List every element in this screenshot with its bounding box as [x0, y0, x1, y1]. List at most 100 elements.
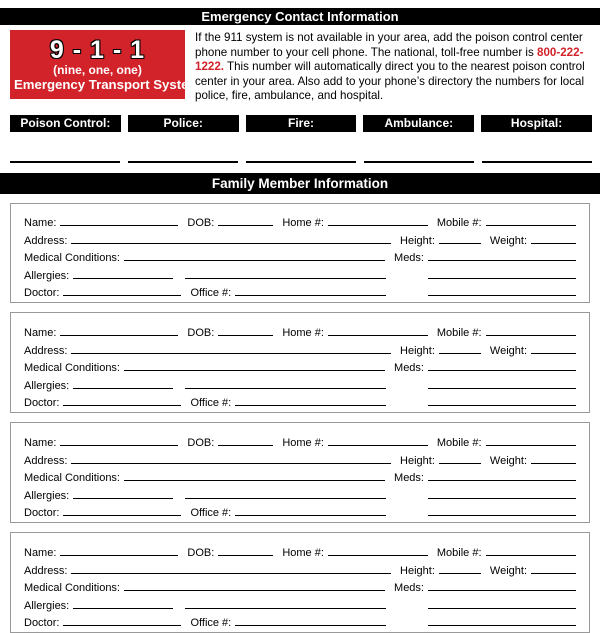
meds-extra-blank-line-1: [428, 608, 576, 609]
name-label: Name:: [24, 327, 60, 339]
meds-label: Meds:: [394, 362, 428, 374]
office-phone-blank-line: [235, 295, 386, 296]
home-phone-label: Home #:: [282, 327, 328, 339]
911-subtitle: (nine, one, one): [14, 63, 181, 77]
mobile-phone-label: Mobile #:: [437, 547, 486, 559]
weight-label: Weight:: [490, 565, 531, 577]
contact-label-poison-control: Poison Control:: [10, 115, 121, 132]
address-label: Address:: [24, 565, 71, 577]
home-phone-label: Home #:: [282, 547, 328, 559]
weight-label: Weight:: [490, 345, 531, 357]
member-row-name: Name: DOB: Home #: Mobile #:: [24, 321, 576, 339]
police-blank-line: [128, 161, 238, 163]
doctor-blank-line: [63, 625, 181, 626]
member-row-doctor: Doctor: Office #:: [24, 392, 576, 410]
page: Emergency Contact Information 9 - 1 - 1 …: [0, 8, 600, 633]
allergies-blank-line: [73, 278, 173, 279]
dob-blank-line: [218, 225, 273, 226]
911-label: Emergency Transport System: [14, 77, 181, 92]
doctor-blank-line: [63, 405, 181, 406]
height-label: Height:: [400, 455, 439, 467]
ambulance-blank-line: [364, 161, 474, 163]
weight-label: Weight:: [490, 235, 531, 247]
family-member-block: Name: DOB: Home #: Mobile #: Address: He…: [10, 422, 590, 523]
member-row-medical: Medical Conditions: Meds:: [24, 247, 576, 265]
height-blank-line: [439, 573, 481, 574]
height-label: Height:: [400, 345, 439, 357]
medical-conditions-blank-line: [124, 480, 385, 481]
address-label: Address:: [24, 455, 71, 467]
contact-label-hospital: Hospital:: [481, 115, 592, 132]
meds-extra-blank-line-1: [428, 388, 576, 389]
page-title: Emergency Contact Information: [0, 8, 600, 25]
meds-label: Meds:: [394, 252, 428, 264]
address-blank-line: [71, 463, 391, 464]
member-row-allergies: Allergies:: [24, 484, 576, 502]
allergies-blank-line: [73, 608, 173, 609]
member-row-address: Address: Height: Weight:: [24, 229, 576, 247]
contact-label-ambulance: Ambulance:: [363, 115, 474, 132]
medical-conditions-blank-line: [124, 260, 385, 261]
meds-blank-line: [428, 590, 576, 591]
fire-blank-line: [246, 161, 356, 163]
office-phone-label: Office #:: [190, 287, 235, 299]
member-row-medical: Medical Conditions: Meds:: [24, 577, 576, 595]
office-phone-label: Office #:: [190, 397, 235, 409]
address-blank-line: [71, 243, 391, 244]
name-blank-line: [60, 225, 178, 226]
family-section-title: Family Member Information: [0, 173, 600, 194]
medical-conditions-blank-line: [124, 370, 385, 371]
911-number: 9 - 1 - 1: [14, 37, 181, 63]
medical-conditions-label: Medical Conditions:: [24, 362, 124, 374]
meds-extra-blank-line-2: [428, 515, 576, 516]
mobile-phone-label: Mobile #:: [437, 437, 486, 449]
contact-blank-lines-row: [10, 161, 592, 163]
home-phone-label: Home #:: [282, 437, 328, 449]
dob-label: DOB:: [187, 327, 218, 339]
address-label: Address:: [24, 345, 71, 357]
allergies-extra-blank-line: [185, 498, 386, 499]
dob-label: DOB:: [187, 547, 218, 559]
medical-conditions-blank-line: [124, 590, 385, 591]
member-row-name: Name: DOB: Home #: Mobile #:: [24, 212, 576, 230]
member-row-doctor: Doctor: Office #:: [24, 282, 576, 300]
dob-blank-line: [218, 555, 273, 556]
member-row-allergies: Allergies:: [24, 374, 576, 392]
height-label: Height:: [400, 565, 439, 577]
member-row-address: Address: Height: Weight:: [24, 449, 576, 467]
family-members-list: Name: DOB: Home #: Mobile #: Address: He…: [0, 203, 600, 633]
address-blank-line: [71, 573, 391, 574]
weight-blank-line: [531, 243, 576, 244]
member-row-allergies: Allergies:: [24, 264, 576, 282]
name-label: Name:: [24, 547, 60, 559]
office-phone-blank-line: [235, 405, 386, 406]
mobile-phone-blank-line: [486, 555, 576, 556]
meds-blank-line: [428, 260, 576, 261]
contact-label-police: Police:: [128, 115, 239, 132]
911-panel: 9 - 1 - 1 (nine, one, one) Emergency Tra…: [10, 30, 185, 99]
meds-blank-line: [428, 480, 576, 481]
hospital-blank-line: [482, 161, 592, 163]
dob-label: DOB:: [187, 437, 218, 449]
meds-extra-blank-line-1: [428, 278, 576, 279]
weight-blank-line: [531, 573, 576, 574]
meds-extra-blank-line-2: [428, 625, 576, 626]
member-row-address: Address: Height: Weight:: [24, 339, 576, 357]
height-blank-line: [439, 353, 481, 354]
contact-label-fire: Fire:: [246, 115, 357, 132]
member-row-medical: Medical Conditions: Meds:: [24, 357, 576, 375]
name-blank-line: [60, 445, 178, 446]
allergies-label: Allergies:: [24, 380, 73, 392]
name-blank-line: [60, 335, 178, 336]
meds-blank-line: [428, 370, 576, 371]
office-phone-blank-line: [235, 515, 386, 516]
name-label: Name:: [24, 217, 60, 229]
meds-extra-blank-line-2: [428, 295, 576, 296]
office-phone-label: Office #:: [190, 507, 235, 519]
weight-blank-line: [531, 353, 576, 354]
mobile-phone-blank-line: [486, 445, 576, 446]
office-phone-blank-line: [235, 625, 386, 626]
weight-label: Weight:: [490, 455, 531, 467]
member-row-medical: Medical Conditions: Meds:: [24, 467, 576, 485]
doctor-label: Doctor:: [24, 397, 63, 409]
